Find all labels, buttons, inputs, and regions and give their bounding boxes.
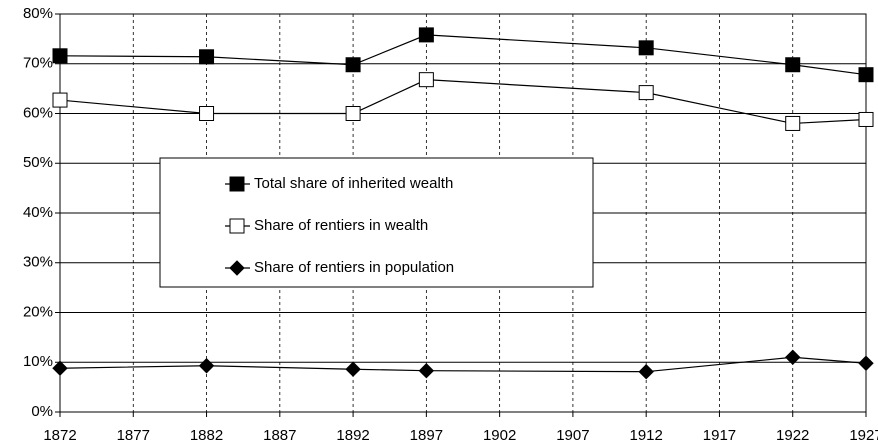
marker	[638, 40, 654, 56]
x-tick-label: 1907	[556, 427, 589, 444]
marker	[418, 72, 434, 88]
marker	[199, 49, 215, 65]
y-tick-label: 40%	[23, 204, 53, 221]
y-tick-label: 50%	[23, 154, 53, 171]
legend-label: Share of rentiers in wealth	[254, 217, 428, 234]
x-tick-label: 1877	[117, 427, 150, 444]
marker	[199, 106, 215, 121]
marker	[858, 111, 874, 127]
y-tick-label: 60%	[23, 104, 53, 121]
marker	[229, 218, 245, 234]
marker	[418, 27, 434, 43]
x-tick-label: 1887	[263, 427, 296, 444]
marker	[638, 363, 654, 380]
x-tick-label: 1897	[410, 427, 443, 444]
marker	[52, 92, 68, 108]
x-tick-label: 1892	[336, 427, 369, 444]
marker	[785, 57, 801, 73]
marker	[52, 48, 68, 64]
legend-label: Share of rentiers in population	[254, 259, 454, 276]
x-tick-label: 1912	[629, 427, 662, 444]
marker	[52, 360, 68, 376]
marker	[345, 57, 361, 73]
y-tick-label: 20%	[23, 303, 53, 320]
x-tick-label: 1882	[190, 427, 223, 444]
marker	[785, 349, 801, 365]
x-tick-label: 1922	[776, 427, 809, 444]
plot-frame	[59, 13, 867, 413]
y-tick-label: 0%	[31, 403, 53, 420]
marker	[418, 363, 435, 379]
marker	[785, 115, 801, 131]
marker	[345, 361, 361, 377]
marker	[638, 85, 654, 101]
marker	[858, 67, 874, 83]
x-tick-label: 1872	[43, 427, 76, 444]
x-tick-label: 1902	[483, 427, 516, 444]
y-tick-label: 80%	[23, 5, 53, 22]
marker	[198, 358, 215, 374]
y-tick-label: 30%	[23, 254, 53, 271]
y-tick-label: 10%	[23, 353, 53, 370]
legend: Total share of inherited wealth Share of …	[159, 157, 594, 288]
series-line	[59, 356, 867, 373]
marker	[345, 106, 361, 121]
y-tick-label: 70%	[23, 55, 53, 72]
series-line	[59, 34, 867, 76]
marker	[229, 260, 245, 276]
marker	[858, 355, 874, 371]
x-tick-label: 1917	[703, 427, 736, 444]
marker	[229, 176, 245, 192]
x-tick-label: 1927	[849, 427, 878, 444]
legend-label: Total share of inherited wealth	[254, 175, 453, 192]
series-line	[59, 79, 867, 125]
